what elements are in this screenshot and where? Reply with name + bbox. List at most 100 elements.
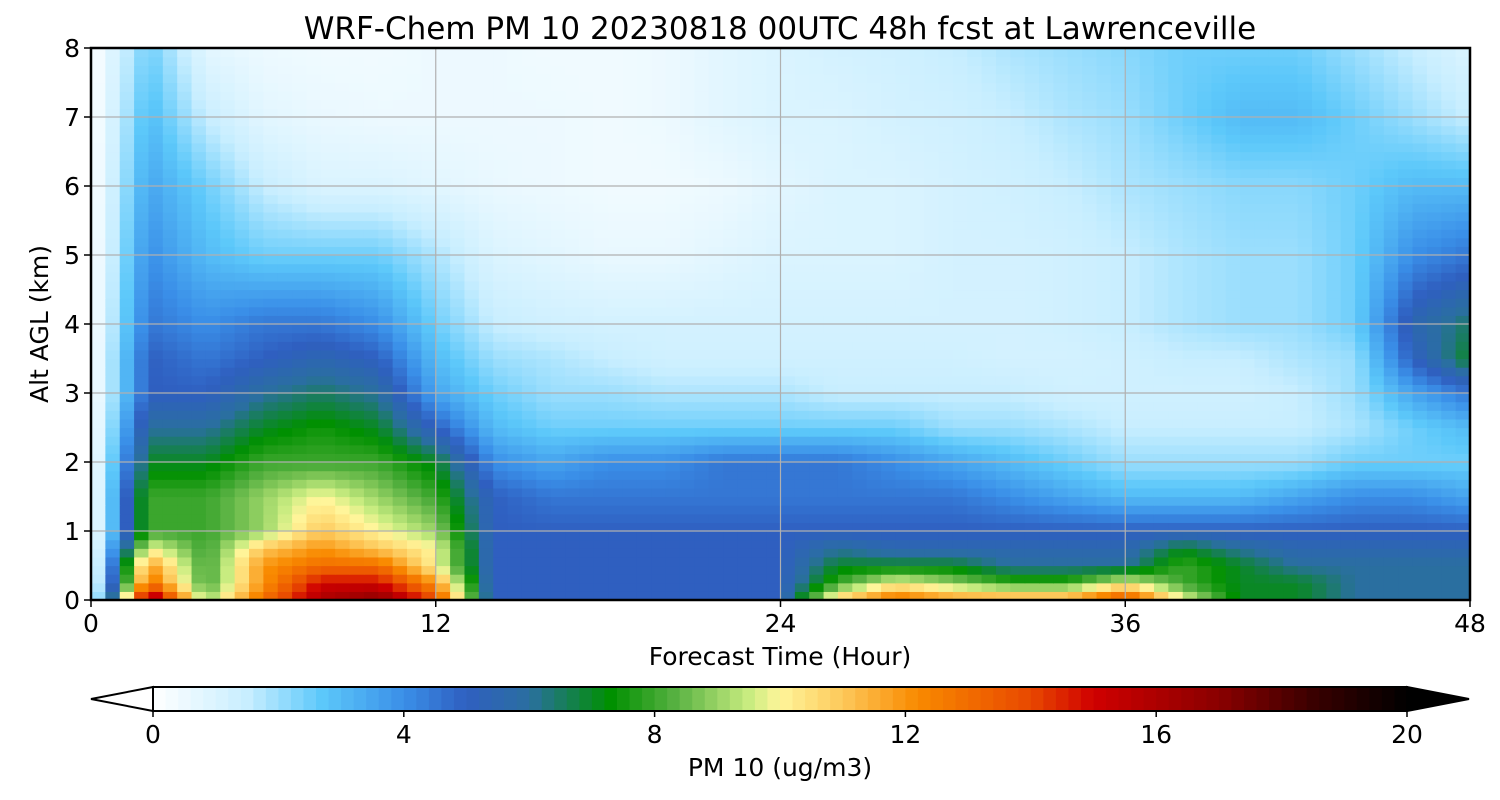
- heatmap-cell: [450, 324, 466, 334]
- heatmap-cell: [1297, 393, 1313, 403]
- heatmap-cell: [1168, 565, 1184, 575]
- heatmap-cell: [1053, 574, 1069, 584]
- heatmap-cell: [91, 462, 106, 472]
- heatmap-cell: [363, 186, 379, 196]
- heatmap-cell: [1426, 177, 1442, 187]
- heatmap-cell: [1297, 401, 1313, 411]
- heatmap-cell: [737, 522, 753, 532]
- heatmap-cell: [651, 513, 667, 523]
- heatmap-cell: [679, 332, 695, 342]
- heatmap-cell: [507, 574, 523, 584]
- heatmap-cell: [1067, 548, 1083, 558]
- heatmap-cell: [1355, 418, 1371, 429]
- heatmap-cell: [723, 211, 738, 222]
- heatmap-cell: [694, 393, 710, 403]
- heatmap-cell: [521, 444, 537, 454]
- heatmap-cell: [967, 444, 983, 454]
- heatmap-cell: [1082, 401, 1098, 411]
- heatmap-cell: [421, 168, 437, 178]
- heatmap-cell: [1110, 280, 1126, 291]
- heatmap-cell: [995, 462, 1011, 472]
- heatmap-cell: [1153, 479, 1169, 489]
- heatmap-cell: [148, 401, 164, 411]
- heatmap-cell: [335, 565, 351, 575]
- heatmap-cell: [852, 349, 868, 360]
- heatmap-cell: [1153, 263, 1169, 273]
- heatmap-cell: [1139, 444, 1155, 454]
- heatmap-cell: [1082, 453, 1098, 463]
- heatmap-cell: [521, 341, 537, 351]
- heatmap-cell: [1182, 522, 1198, 532]
- heatmap-cell: [220, 375, 236, 385]
- heatmap-cell: [1441, 531, 1457, 541]
- heatmap-cell: [550, 289, 566, 299]
- heatmap-cell: [1355, 574, 1371, 584]
- heatmap-cell: [1168, 229, 1184, 239]
- heatmap-cell: [1168, 539, 1184, 549]
- heatmap-cell: [1426, 531, 1442, 541]
- heatmap-cell: [105, 539, 121, 549]
- heatmap-cell: [292, 401, 308, 411]
- heatmap-cell: [1426, 237, 1442, 247]
- heatmap-cell: [1125, 574, 1141, 584]
- heatmap-cell: [450, 375, 466, 385]
- heatmap-cell: [277, 298, 293, 308]
- heatmap-cell: [507, 453, 523, 463]
- heatmap-cell: [967, 341, 983, 351]
- heatmap-cell: [392, 462, 408, 472]
- heatmap-cell: [119, 574, 135, 584]
- heatmap-cell: [263, 246, 279, 256]
- heatmap-cell: [1197, 177, 1213, 187]
- heatmap-cell: [421, 427, 437, 437]
- heatmap-cell: [995, 194, 1011, 204]
- heatmap-cell: [1225, 263, 1241, 273]
- heatmap-cell: [622, 487, 638, 498]
- heatmap-cell: [967, 272, 983, 282]
- heatmap-cell: [1355, 384, 1371, 394]
- heatmap-cell: [134, 349, 150, 360]
- heatmap-cell: [162, 151, 178, 161]
- heatmap-cell: [1197, 220, 1213, 230]
- heatmap-cell: [837, 229, 853, 239]
- heatmap-cell: [220, 194, 236, 204]
- heatmap-cell: [177, 151, 193, 161]
- heatmap-cell: [723, 289, 738, 299]
- heatmap-cell: [794, 194, 810, 204]
- heatmap-cell: [1340, 341, 1356, 351]
- heatmap-cell: [1398, 384, 1414, 394]
- heatmap-cell: [967, 220, 983, 230]
- heatmap-cell: [1168, 591, 1184, 601]
- heatmap-cell: [1125, 591, 1141, 601]
- heatmap-cell: [1297, 298, 1313, 308]
- heatmap-cell: [363, 505, 379, 515]
- heatmap-cell: [1082, 522, 1098, 532]
- heatmap-cell: [177, 298, 193, 308]
- heatmap-cell: [435, 341, 451, 351]
- heatmap-cell: [1197, 505, 1213, 515]
- heatmap-cell: [1067, 375, 1083, 385]
- heatmap-cell: [565, 246, 580, 256]
- heatmap-cell: [852, 237, 868, 247]
- heatmap-cell: [593, 306, 609, 316]
- heatmap-cell: [1110, 246, 1126, 256]
- heatmap-cell: [1283, 324, 1299, 334]
- heatmap-cell: [234, 194, 250, 204]
- heatmap-cell: [1182, 470, 1198, 480]
- heatmap-cell: [464, 272, 480, 282]
- heatmap-cell: [349, 349, 365, 360]
- heatmap-cell: [665, 186, 681, 196]
- heatmap-cell: [277, 341, 293, 351]
- heatmap-cell: [1110, 237, 1126, 247]
- heatmap-cell: [565, 255, 580, 265]
- heatmap-cell: [665, 306, 681, 316]
- heatmap-cell: [105, 186, 121, 196]
- heatmap-cell: [766, 513, 782, 523]
- heatmap-cell: [119, 177, 135, 187]
- heatmap-cell: [1010, 565, 1026, 575]
- heatmap-cell: [679, 255, 695, 265]
- heatmap-cell: [995, 574, 1011, 584]
- heatmap-cell: [1240, 341, 1256, 351]
- heatmap-cell: [306, 151, 322, 161]
- heatmap-cell: [1053, 168, 1069, 178]
- heatmap-cell: [550, 332, 566, 342]
